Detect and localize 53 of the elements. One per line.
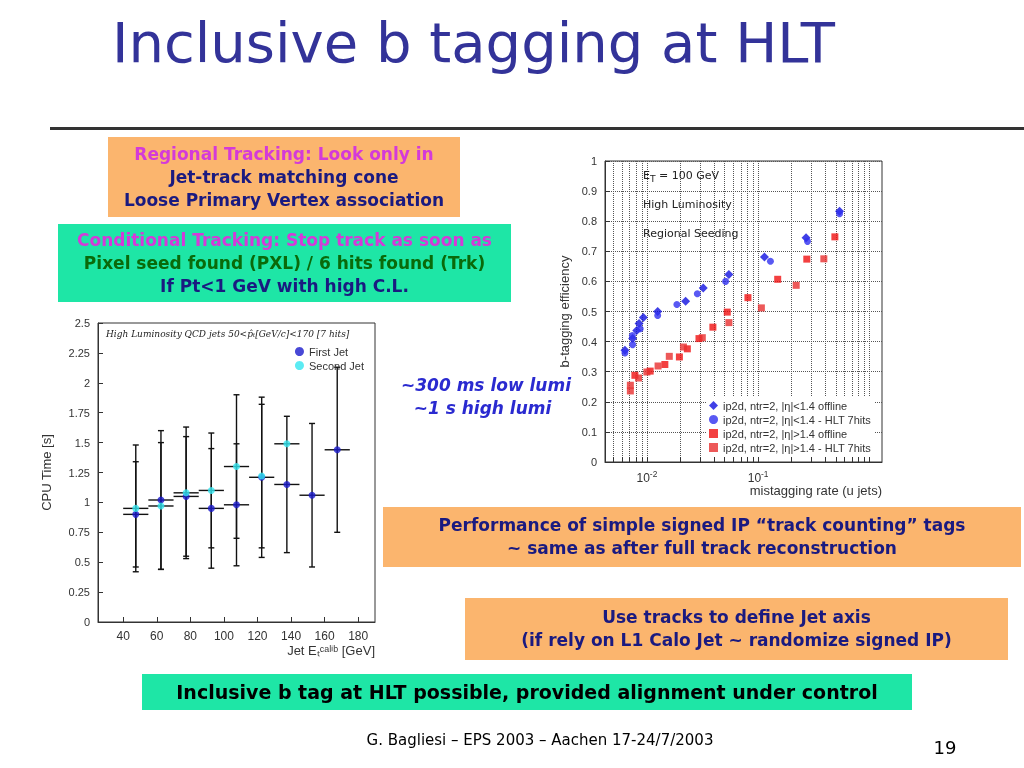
y-tick-label: 1 <box>590 155 597 167</box>
text: Use tracks to define Jet axis (if rely on L1 Calo Jet ~ randomize signed IP) <box>520 606 953 652</box>
y-tick-label: 0.5 <box>581 305 597 318</box>
y-tick-label: 2.25 <box>68 346 90 359</box>
y-tick-label: 0.2 <box>581 395 597 408</box>
y-tick-label: 0.5 <box>74 556 90 569</box>
text: 19 <box>932 735 958 759</box>
legend-label: ip2d, ntr=2, |η|>1.4 - HLT 7hits <box>723 441 872 454</box>
text: ~300 ms low lumi ~1 s high lumi <box>401 374 571 420</box>
x-tick-label: 80 <box>183 629 198 643</box>
text: Inclusive b tagging at HLT <box>112 10 835 75</box>
annotation: High Luminosity <box>643 198 732 211</box>
x-tick-label: 100 <box>213 629 235 643</box>
y-tick-label: 1.5 <box>74 436 90 449</box>
y-tick-label: 1.75 <box>68 406 90 419</box>
annotation: Regional Seeding <box>643 227 739 240</box>
x-tick-label: 180 <box>348 629 369 643</box>
text: Regional Tracking: Look only in Jet-track matching cone Loose Primary Vertex association <box>122 142 446 212</box>
x-axis-title: mistagging rate (u jets) <box>749 483 882 498</box>
y-tick-label: 0.7 <box>581 245 597 258</box>
text: Performance of simple signed IP “track counting” tags ~ same as after full track reconstruction <box>437 514 967 560</box>
legend-label: ip2d, ntr=2, |η|<1.4 - HLT 7hits <box>723 413 872 426</box>
y-tick-label: 0.1 <box>581 425 597 438</box>
text: Conditional Tracking: Stop track as soon as Pixel seed found (PXL) / 6 hits found (Trk) If Pt<1 GeV with high C.L. <box>76 228 493 298</box>
y-tick-label: 0 <box>590 456 597 468</box>
y-tick-label: 1.25 <box>68 466 90 479</box>
y-tick-label: 0.9 <box>581 185 597 198</box>
x-tick-label: 120 <box>247 629 268 643</box>
y-axis-title: CPU Time [s] <box>39 434 54 511</box>
legend-label: Second Jet <box>308 359 365 372</box>
x-axis-title: Jet Eₜᶜᵃˡⁱᵇ [GeV] <box>287 643 375 658</box>
x-tick-label: 60 <box>150 629 164 643</box>
text: Inclusive b tag at HLT possible, provided alignment under control <box>175 680 879 704</box>
y-tick-label: 0 <box>83 616 90 628</box>
text: G. Bagliesi – EPS 2003 – Aachen 17-24/7/2003 <box>365 730 715 751</box>
legend-label: First Jet <box>308 345 349 358</box>
y-tick-label: 0.75 <box>68 526 90 539</box>
legend-label: ip2d, ntr=2, |η|<1.4 offline <box>723 399 848 412</box>
legend-label: ip2d, ntr=2, |η|>1.4 offline <box>723 427 848 440</box>
annotation: E$_{T}$ = 100 GeV <box>643 169 720 185</box>
y-tick-label: 0.6 <box>581 275 597 288</box>
annotation: High Luminosity QCD jets 50<p̂ₜ[GeV/c]<170 [7 hits] <box>106 329 350 339</box>
x-tick-label: 160 <box>314 629 335 643</box>
x-tick-label: 40 <box>116 629 131 643</box>
y-tick-label: 1 <box>83 496 90 509</box>
y-tick-label: 0.3 <box>581 365 597 378</box>
y-tick-label: 0.4 <box>581 335 597 348</box>
y-tick-label: 0.8 <box>581 215 597 228</box>
y-axis-title: b-tagging efficiency <box>556 255 572 368</box>
y-tick-label: 2.5 <box>74 317 90 329</box>
y-tick-label: 0.25 <box>68 586 90 599</box>
y-tick-label: 2 <box>83 376 90 389</box>
x-tick-label: 140 <box>281 629 302 643</box>
